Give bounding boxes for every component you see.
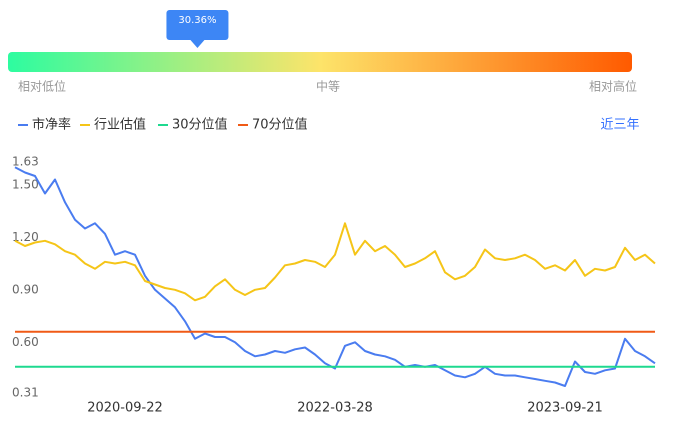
gauge-pointer — [190, 40, 205, 48]
y-tick-label: 0.90 — [12, 282, 39, 296]
x-tick-label: 2022-03-28 — [297, 401, 373, 416]
series-line — [14, 166, 656, 387]
y-tick-label: 1.50 — [12, 177, 39, 191]
legend-label: 行业估值 — [94, 117, 146, 133]
y-tick-label: 1.63 — [12, 155, 39, 169]
legend-label: 30分位值 — [172, 117, 228, 133]
series-line — [14, 222, 656, 302]
range-button[interactable]: 近三年 — [600, 118, 639, 133]
x-tick-label: 2020-09-22 — [87, 401, 163, 416]
y-tick-label: 1.20 — [12, 230, 39, 244]
gauge-mid: 中等 — [316, 79, 340, 94]
gauge-high: 相对高位 — [589, 79, 637, 94]
legend-label: 市净率 — [32, 117, 71, 133]
x-tick-label: 2023-09-21 — [527, 401, 603, 416]
gauge-label: 30.36% — [178, 15, 216, 26]
legend-label: 70分位值 — [252, 117, 308, 133]
gauge-bar — [8, 52, 632, 72]
y-tick-label: 0.31 — [12, 386, 39, 400]
y-tick-label: 0.60 — [12, 335, 39, 349]
gauge-tooltip — [166, 10, 229, 40]
gauge-low: 相对低位 — [18, 79, 66, 94]
